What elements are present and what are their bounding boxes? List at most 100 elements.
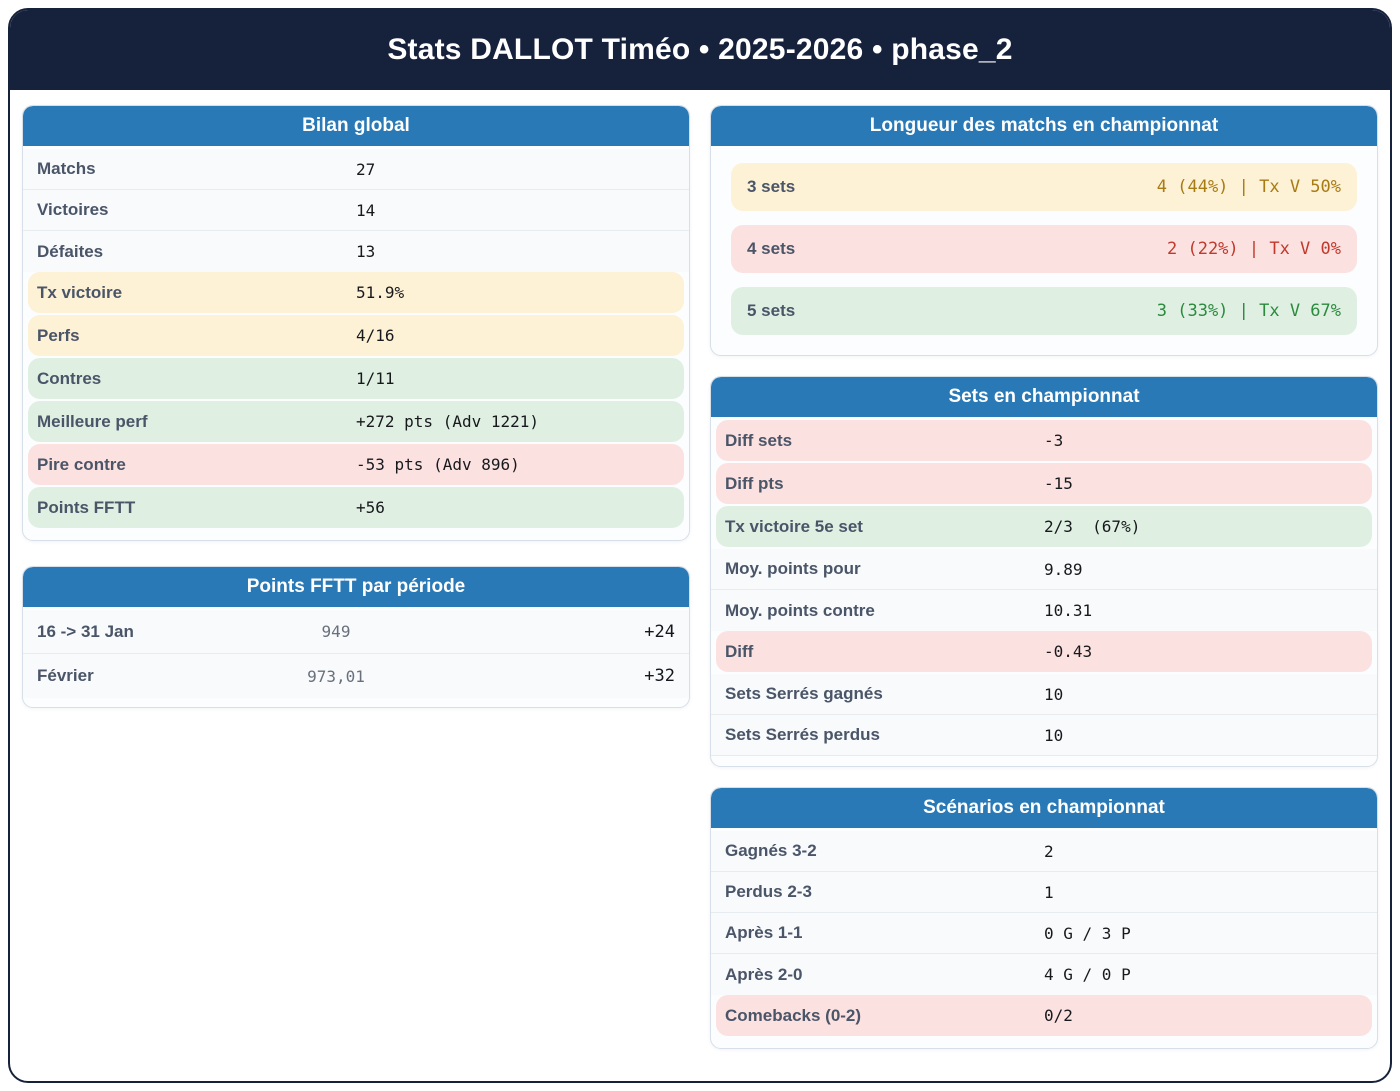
row-value: -0.43: [1044, 642, 1093, 661]
row-label: Sets Serrés perdus: [725, 725, 880, 744]
row-label: Moy. points pour: [725, 559, 861, 578]
left-column: Bilan global Matchs 27 Victoires 14 Défaites…: [22, 105, 690, 708]
page-header: Stats DALLOT Timéo • 2025-2026 • phase_2: [10, 10, 1390, 90]
card-longueur-matchs-body: 3 sets 4 (44%) | Tx V 50% 4 sets 2 (22%) | …: [711, 146, 1377, 355]
card-bilan-global: Bilan global Matchs 27 Victoires 14 Défaites…: [22, 105, 690, 541]
table-row: 16 -> 31 Jan 949 +24: [23, 610, 689, 654]
card-longueur-matchs: Longueur des matchs en championnat 3 set…: [710, 105, 1378, 356]
row-label: Victoires: [37, 200, 109, 219]
row-label: Diff: [725, 641, 754, 661]
table-row: Diff sets -3: [716, 420, 1372, 461]
table-row: Tx victoire 5e set 2/3 (67%): [716, 506, 1372, 547]
row-value: 4 G / 0 P: [1044, 965, 1131, 984]
table-row: Après 2-0 4 G / 0 P: [711, 954, 1377, 995]
row-label: Meilleure perf: [37, 411, 148, 431]
row-value: 51.9%: [356, 283, 405, 302]
row-value: 10: [1044, 684, 1064, 704]
card-bilan-global-header: Bilan global: [23, 106, 689, 146]
row-value: 0 G / 3 P: [1044, 923, 1131, 943]
table-row: 3 sets 4 (44%) | Tx V 50%: [731, 163, 1357, 211]
row-label: Pire contre: [37, 454, 126, 474]
card-scenarios-championnat-body: Gagnés 3-2 2 Perdus 2-3 1 Après 1-1 0 G / 3 P…: [711, 828, 1377, 1048]
row-value: 2 (22%) | Tx V 0%: [1167, 239, 1341, 259]
card-scenarios-championnat-header: Scénarios en championnat: [711, 788, 1377, 828]
row-value: +272 pts (Adv 1221): [356, 412, 540, 431]
table-row: Moy. points contre 10.31: [711, 590, 1377, 631]
row-label: Tx victoire: [37, 282, 123, 302]
row-label: Après 1-1: [725, 923, 803, 942]
table-row: Comebacks (0-2) 0/2: [716, 995, 1372, 1036]
row-value: -53 pts (Adv 896): [356, 455, 520, 474]
row-value: 1/11: [356, 369, 395, 388]
table-row: Pire contre -53 pts (Adv 896): [28, 444, 684, 485]
row-value: -3: [1044, 431, 1064, 450]
row-value: 14: [356, 200, 376, 220]
table-row: Sets Serrés gagnés 10: [711, 674, 1377, 715]
row-value: 4 (44%) | Tx V 50%: [1156, 177, 1341, 197]
row-points: 949: [321, 622, 351, 641]
table-row: 4 sets 2 (22%) | Tx V 0%: [731, 225, 1357, 273]
row-label: Points FFTT: [37, 497, 136, 517]
table-row: Moy. points pour 9.89: [711, 549, 1377, 590]
table-row: Février 973,01 +32: [23, 654, 689, 698]
stats-page: Stats DALLOT Timéo • 2025-2026 • phase_2…: [8, 8, 1392, 1083]
table-row: Diff -0.43: [716, 631, 1372, 672]
table-row: Sets Serrés perdus 10: [711, 715, 1377, 756]
table-row: Contres 1/11: [28, 358, 684, 399]
card-sets-championnat-body: Diff sets -3 Diff pts -15 Tx victoire 5e set…: [711, 417, 1377, 766]
row-value: 4/16: [356, 326, 395, 345]
table-row: Après 1-1 0 G / 3 P: [711, 913, 1377, 954]
card-sets-championnat: Sets en championnat Diff sets -3 Diff pts -…: [710, 376, 1378, 767]
table-row: Perfs 4/16: [28, 315, 684, 356]
row-value: 0/2: [1044, 1006, 1073, 1025]
table-row: Matchs 27: [23, 149, 689, 190]
card-title: Longueur des matchs en championnat: [869, 115, 1219, 136]
row-label: Matchs: [37, 159, 96, 178]
row-label: 4 sets: [747, 239, 796, 258]
row-value: 27: [356, 159, 376, 179]
table-row: Points FFTT +56: [28, 487, 684, 528]
card-points-fftt-periode: Points FFTT par période 16 -> 31 Jan 949 +…: [22, 566, 690, 708]
card-scenarios-championnat: Scénarios en championnat Gagnés 3-2 2 Perd…: [710, 787, 1378, 1049]
card-title: Points FFTT par période: [246, 576, 466, 597]
row-label: Moy. points contre: [725, 600, 875, 620]
row-value: 2: [1044, 841, 1054, 861]
row-label: Perfs: [37, 325, 80, 345]
table-row: Perdus 2-3 1: [711, 872, 1377, 913]
row-label: Tx victoire 5e set: [725, 516, 863, 536]
row-label: Comebacks (0-2): [725, 1005, 862, 1025]
row-label: Après 2-0: [725, 964, 803, 984]
table-row: Victoires 14: [23, 190, 689, 231]
row-value: -15: [1044, 474, 1073, 493]
card-sets-championnat-header: Sets en championnat: [711, 377, 1377, 417]
row-delta: +24: [644, 621, 675, 642]
row-value: 10.31: [1044, 601, 1093, 620]
row-value: +56: [356, 498, 385, 517]
right-column: Longueur des matchs en championnat 3 set…: [710, 105, 1378, 1049]
row-label: Contres: [37, 368, 102, 388]
row-label: Perdus 2-3: [725, 882, 812, 901]
card-points-fftt-periode-body: 16 -> 31 Jan 949 +24 Février 973,01 +32: [23, 607, 689, 707]
table-row: Tx victoire 51.9%: [28, 272, 684, 313]
row-label: 3 sets: [747, 177, 796, 196]
row-label: Diff sets: [725, 430, 793, 450]
row-points: 973,01: [307, 666, 365, 686]
row-label: Diff pts: [725, 473, 784, 493]
table-row: 5 sets 3 (33%) | Tx V 67%: [731, 287, 1357, 335]
row-label: Défaites: [37, 241, 104, 261]
content-area: Bilan global Matchs 27 Victoires 14 Défaites…: [10, 90, 1390, 1049]
row-value: 10: [1044, 725, 1064, 745]
row-label: Gagnés 3-2: [725, 841, 817, 860]
row-label: 16 -> 31 Jan: [37, 621, 134, 641]
table-row: Défaites 13: [23, 231, 689, 272]
row-value: 3 (33%) | Tx V 67%: [1156, 301, 1341, 321]
table-row: Meilleure perf +272 pts (Adv 1221): [28, 401, 684, 442]
card-title: Scénarios en championnat: [923, 797, 1165, 818]
row-label: Sets Serrés gagnés: [725, 684, 883, 703]
row-value: 2/3 (67%): [1044, 517, 1141, 536]
page-title: Stats DALLOT Timéo • 2025-2026 • phase_2: [387, 33, 1013, 66]
table-row: Diff pts -15: [716, 463, 1372, 504]
card-title: Bilan global: [302, 115, 410, 136]
card-bilan-global-body: Matchs 27 Victoires 14 Défaites 13 Tx victoire…: [23, 146, 689, 540]
card-longueur-matchs-header: Longueur des matchs en championnat: [711, 106, 1377, 146]
